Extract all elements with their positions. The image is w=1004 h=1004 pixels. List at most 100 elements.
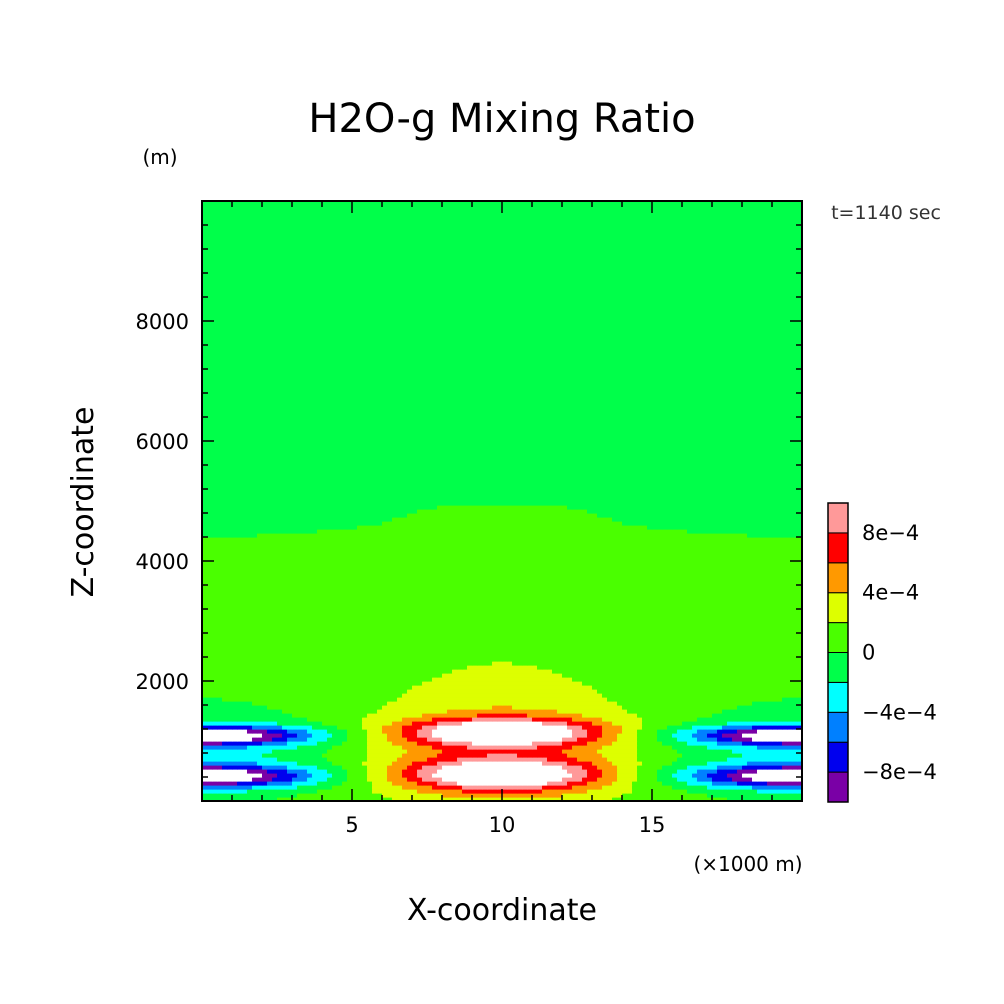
field-cell	[757, 645, 763, 650]
field-cell	[507, 653, 513, 658]
field-cell	[372, 789, 378, 794]
field-cell	[267, 725, 273, 730]
field-cell	[547, 789, 553, 794]
field-cell	[237, 793, 243, 798]
field-cell	[372, 677, 378, 682]
field-cell	[317, 665, 323, 670]
field-cell	[477, 761, 483, 766]
field-cell	[712, 797, 718, 801]
field-cell	[642, 745, 648, 750]
field-cell	[522, 769, 528, 774]
field-cell	[462, 649, 468, 654]
field-cell	[437, 757, 443, 762]
field-cell	[387, 665, 393, 670]
field-cell	[707, 745, 713, 750]
field-cell	[337, 729, 343, 734]
field-cell	[392, 701, 398, 706]
field-cell	[562, 757, 568, 762]
field-cell	[612, 697, 618, 702]
field-cell	[427, 769, 433, 774]
field-cell	[387, 685, 393, 690]
field-cell	[632, 733, 638, 738]
field-cell	[777, 757, 783, 762]
field-cell	[657, 741, 663, 746]
field-cell	[497, 729, 503, 734]
field-cell	[317, 741, 323, 746]
field-cell	[562, 725, 568, 730]
field-cell	[597, 709, 603, 714]
field-cell	[547, 681, 553, 686]
field-cell	[552, 633, 558, 638]
field-cell	[462, 785, 468, 790]
field-cell	[637, 657, 643, 662]
field-cell	[782, 725, 788, 730]
field-cell	[377, 777, 383, 782]
field-cell	[317, 785, 323, 790]
field-cell	[572, 717, 578, 722]
field-cell	[597, 781, 603, 786]
field-cell	[567, 749, 573, 754]
field-cell	[247, 781, 253, 786]
field-cell	[292, 657, 298, 662]
field-cell	[607, 685, 613, 690]
field-cell	[397, 645, 403, 650]
field-cell	[622, 685, 628, 690]
field-cell	[717, 789, 723, 794]
field-cell	[627, 657, 633, 662]
field-cell	[717, 673, 723, 678]
field-cell	[767, 661, 773, 666]
field-cell	[497, 653, 503, 658]
field-cell	[207, 781, 213, 786]
field-cell	[482, 749, 488, 754]
field-cell	[482, 777, 488, 782]
field-cell	[472, 641, 478, 646]
field-cell	[232, 661, 238, 666]
field-cell	[512, 713, 518, 718]
field-cell	[292, 729, 298, 734]
field-cell	[282, 685, 288, 690]
field-cell	[737, 669, 743, 674]
field-cell	[437, 797, 443, 801]
field-cell	[377, 685, 383, 690]
field-cell	[207, 773, 213, 778]
field-cell	[217, 761, 223, 766]
field-cell	[582, 653, 588, 658]
field-cell	[542, 705, 548, 710]
field-cell	[267, 729, 273, 734]
field-cell	[427, 697, 433, 702]
field-cell	[377, 769, 383, 774]
field-cell	[297, 705, 303, 710]
field-cell	[742, 669, 748, 674]
field-cell	[777, 697, 783, 702]
field-cell	[362, 693, 368, 698]
field-cell	[707, 721, 713, 726]
field-cell	[347, 729, 353, 734]
field-cell	[497, 717, 503, 722]
field-cell	[622, 733, 628, 738]
field-cell	[442, 725, 448, 730]
field-cell	[322, 729, 328, 734]
field-cell	[407, 733, 413, 738]
field-cell	[482, 677, 488, 682]
field-cell	[257, 745, 263, 750]
field-cell	[457, 705, 463, 710]
field-cell	[347, 689, 353, 694]
field-cell	[542, 661, 548, 666]
field-cell	[382, 733, 388, 738]
field-cell	[692, 773, 698, 778]
field-cell	[732, 733, 738, 738]
field-cell	[492, 673, 498, 678]
field-cell	[472, 669, 478, 674]
field-cell	[422, 737, 428, 742]
field-cell	[747, 797, 753, 801]
field-cell	[307, 685, 313, 690]
field-cell	[777, 705, 783, 710]
field-cell	[417, 661, 423, 666]
field-cell	[432, 681, 438, 686]
field-cell	[597, 761, 603, 766]
field-cell	[247, 693, 253, 698]
field-cell	[332, 757, 338, 762]
field-cell	[457, 737, 463, 742]
field-cell	[512, 733, 518, 738]
field-cell	[512, 753, 518, 758]
